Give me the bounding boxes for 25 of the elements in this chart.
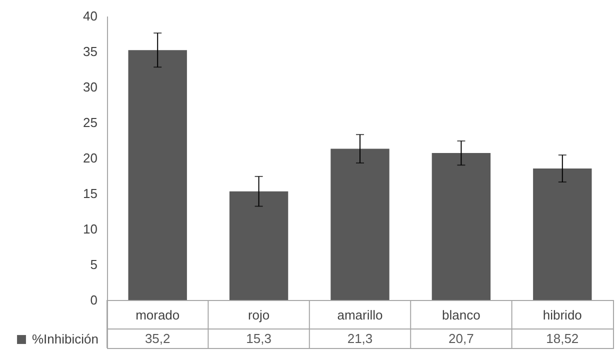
y-tick-label: 5: [90, 257, 98, 272]
legend-label: %Inhibición: [32, 332, 98, 346]
bar: [533, 168, 592, 300]
x-tick-label: amarillo: [337, 308, 383, 322]
y-tick-label: 40: [83, 8, 98, 24]
bar: [229, 191, 288, 300]
data-label: 20,7: [448, 331, 474, 346]
bar: [128, 50, 187, 300]
y-tick-label: 35: [83, 44, 98, 59]
data-label: 18,52: [546, 331, 579, 346]
data-label: 35,2: [144, 331, 170, 346]
y-tick-label: 20: [83, 150, 98, 166]
x-tick-label: rojo: [248, 308, 270, 322]
data-label: 15,3: [246, 331, 272, 346]
x-tick-label: morado: [136, 308, 180, 322]
y-tick-label: 10: [83, 222, 98, 236]
data-label: 21,3: [347, 331, 373, 346]
x-tick-label: hibrido: [542, 308, 582, 322]
y-tick-label: 0: [90, 292, 98, 308]
bar: [432, 153, 491, 300]
y-tick-label: 15: [83, 186, 98, 201]
x-tick-label: blanco: [442, 308, 480, 322]
bar: [330, 148, 390, 300]
y-tick-label: 25: [83, 115, 98, 130]
y-tick-label: 30: [83, 80, 98, 94]
